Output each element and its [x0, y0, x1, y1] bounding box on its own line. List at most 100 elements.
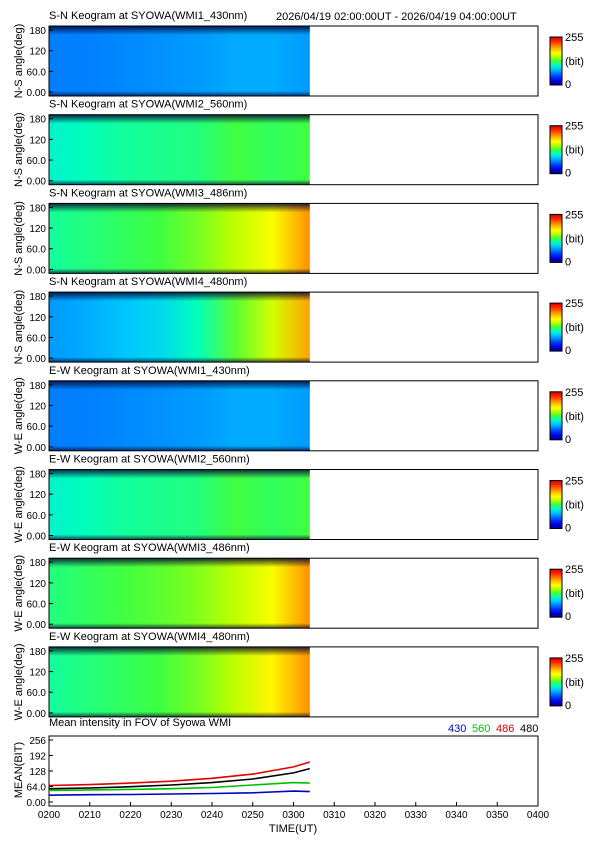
- colorbar-min: 0: [565, 256, 571, 268]
- colorbar: [549, 480, 563, 529]
- colorbar-min: 0: [565, 79, 571, 91]
- colorbar: [549, 125, 563, 175]
- colorbar-unit: (bit): [565, 145, 584, 157]
- keogram-title: S-N Keogram at SYOWA(WMI2_560nm): [49, 99, 247, 111]
- mean-xtick-label: 0330: [405, 810, 428, 821]
- keogram-edge-shade: [49, 26, 310, 35]
- mean-series-430: [48, 790, 310, 796]
- keogram-ytick-label: 60.0: [27, 600, 47, 611]
- keogram-ytick-label: 60.0: [27, 245, 47, 256]
- mean-ytick-label: 256: [29, 736, 46, 747]
- mean-xtick-label: 0250: [242, 810, 265, 821]
- keogram-frame: [48, 291, 539, 363]
- keogram-ytick-label: 0.00: [27, 709, 47, 720]
- legend-480: 480: [520, 723, 538, 735]
- keogram-edge-shade: [49, 91, 310, 96]
- keogram-ylabel: W-E angle(deg): [13, 377, 25, 454]
- legend-430: 430: [448, 723, 466, 735]
- keogram-ytick-label: 180: [29, 115, 46, 126]
- header-time-range: 2026/04/19 02:00:00UT - 2026/04/19 04:00…: [276, 11, 517, 23]
- keogram-image: [49, 26, 310, 96]
- keogram-edge-shade: [49, 292, 310, 302]
- mean-xtick-label: 0350: [486, 810, 509, 821]
- keogram-ylabel: N-S angle(deg): [13, 290, 25, 365]
- keogram-title: S-N Keogram at SYOWA(WMI3_486nm): [49, 187, 247, 199]
- colorbar-min: 0: [565, 700, 571, 712]
- keogram-ytick-label: 60.0: [27, 688, 47, 699]
- mean-intensity-plot: Mean intensity in FOV of Syowa WMI 430 5…: [13, 717, 550, 835]
- keogram-panel: E-W Keogram at SYOWA(WMI1_430nm) W-E angl…: [13, 365, 584, 454]
- keogram-edge-shade: [49, 646, 310, 656]
- keogram-ylabel: N-S angle(deg): [13, 201, 25, 276]
- keogram-ytick-label: 180: [29, 558, 46, 569]
- colorbar-max: 255: [565, 653, 583, 665]
- keogram-ylabel: N-S angle(deg): [13, 112, 25, 187]
- keogram-edge-shade: [49, 203, 310, 213]
- keogram-title: E-W Keogram at SYOWA(WMI3_486nm): [49, 542, 250, 554]
- keogram-edge-shade: [49, 357, 310, 363]
- colorbar-min: 0: [565, 168, 571, 180]
- mean-plot-legend: 430 560 486 480: [448, 723, 538, 735]
- keogram-ytick-label: 60.0: [27, 511, 47, 522]
- mean-plot-title: Mean intensity in FOV of Syowa WMI: [49, 717, 231, 729]
- keogram-image: [49, 114, 310, 185]
- colorbar-max: 255: [565, 564, 583, 576]
- colorbar-max: 255: [565, 32, 583, 44]
- colorbar-unit: (bit): [565, 233, 584, 245]
- keogram-ytick-label: 0.00: [27, 443, 47, 454]
- keogram-title: S-N Keogram at SYOWA(WMI4_480nm): [49, 276, 247, 288]
- keogram-ytick-label: 60.0: [27, 67, 47, 78]
- colorbar-unit: (bit): [565, 500, 584, 512]
- mean-xtick-label: 0310: [323, 810, 346, 821]
- colorbar-unit: (bit): [565, 411, 584, 423]
- keogram-ytick-label: 60.0: [27, 333, 47, 344]
- colorbar: [549, 302, 563, 352]
- mean-xtick-label: 0210: [79, 810, 102, 821]
- colorbar-unit: (bit): [565, 588, 584, 600]
- keogram-ytick-label: 120: [29, 668, 46, 679]
- keogram-image: [49, 469, 310, 540]
- keogram-edge-shade: [49, 380, 310, 390]
- mean-series-480: [48, 767, 311, 790]
- keogram-panels: S-N Keogram at SYOWA(WMI1_430nm) N-S angl…: [13, 10, 584, 720]
- keogram-title: E-W Keogram at SYOWA(WMI2_560nm): [49, 454, 250, 466]
- keogram-frame: [48, 114, 539, 186]
- keogram-ytick-label: 180: [29, 647, 46, 658]
- colorbar-unit: (bit): [565, 322, 584, 334]
- keogram-ytick-label: 0.00: [27, 620, 47, 631]
- keogram-ytick-label: 180: [29, 381, 46, 392]
- keogram-ytick-label: 120: [29, 313, 46, 324]
- colorbar: [549, 391, 563, 441]
- keogram-title: E-W Keogram at SYOWA(WMI1_430nm): [49, 365, 250, 377]
- keogram-ytick-label: 180: [29, 292, 46, 303]
- keogram-panel: E-W Keogram at SYOWA(WMI3_486nm) W-E angl…: [13, 542, 584, 631]
- colorbar-max: 255: [565, 298, 583, 310]
- keogram-edge-shade: [49, 268, 310, 274]
- keogram-image: [49, 646, 310, 717]
- keogram-panel: S-N Keogram at SYOWA(WMI4_480nm) N-S angl…: [13, 276, 584, 365]
- colorbar-max: 255: [565, 121, 583, 133]
- keogram-ytick-label: 0.00: [27, 177, 47, 188]
- keogram-ytick-label: 180: [29, 470, 46, 481]
- keogram-edge-shade: [49, 534, 310, 540]
- colorbar: [549, 568, 563, 618]
- mean-xtick-label: 0400: [527, 810, 550, 821]
- keogram-ytick-label: 60.0: [27, 422, 47, 433]
- mean-ytick-label: 64.0: [27, 783, 47, 794]
- mean-xtick-label: 0300: [282, 810, 305, 821]
- keogram-frame: [48, 469, 539, 540]
- keogram-ytick-label: 0.00: [27, 265, 47, 276]
- keogram-ytick-label: 120: [29, 135, 46, 146]
- keogram-panel: E-W Keogram at SYOWA(WMI2_560nm) W-E angl…: [13, 454, 584, 543]
- keogram-frame: [48, 202, 539, 274]
- mean-xtick-label: 0320: [364, 810, 387, 821]
- colorbar-min: 0: [565, 345, 571, 357]
- keogram-ytick-label: 0.00: [27, 532, 47, 543]
- keogram-ytick-label: 120: [29, 47, 46, 58]
- colorbar-unit: (bit): [565, 56, 584, 68]
- keogram-image: [49, 292, 310, 363]
- keogram-ylabel: W-E angle(deg): [13, 643, 25, 720]
- mean-xtick-label: 0200: [38, 810, 61, 821]
- keogram-ylabel: W-E angle(deg): [13, 555, 25, 632]
